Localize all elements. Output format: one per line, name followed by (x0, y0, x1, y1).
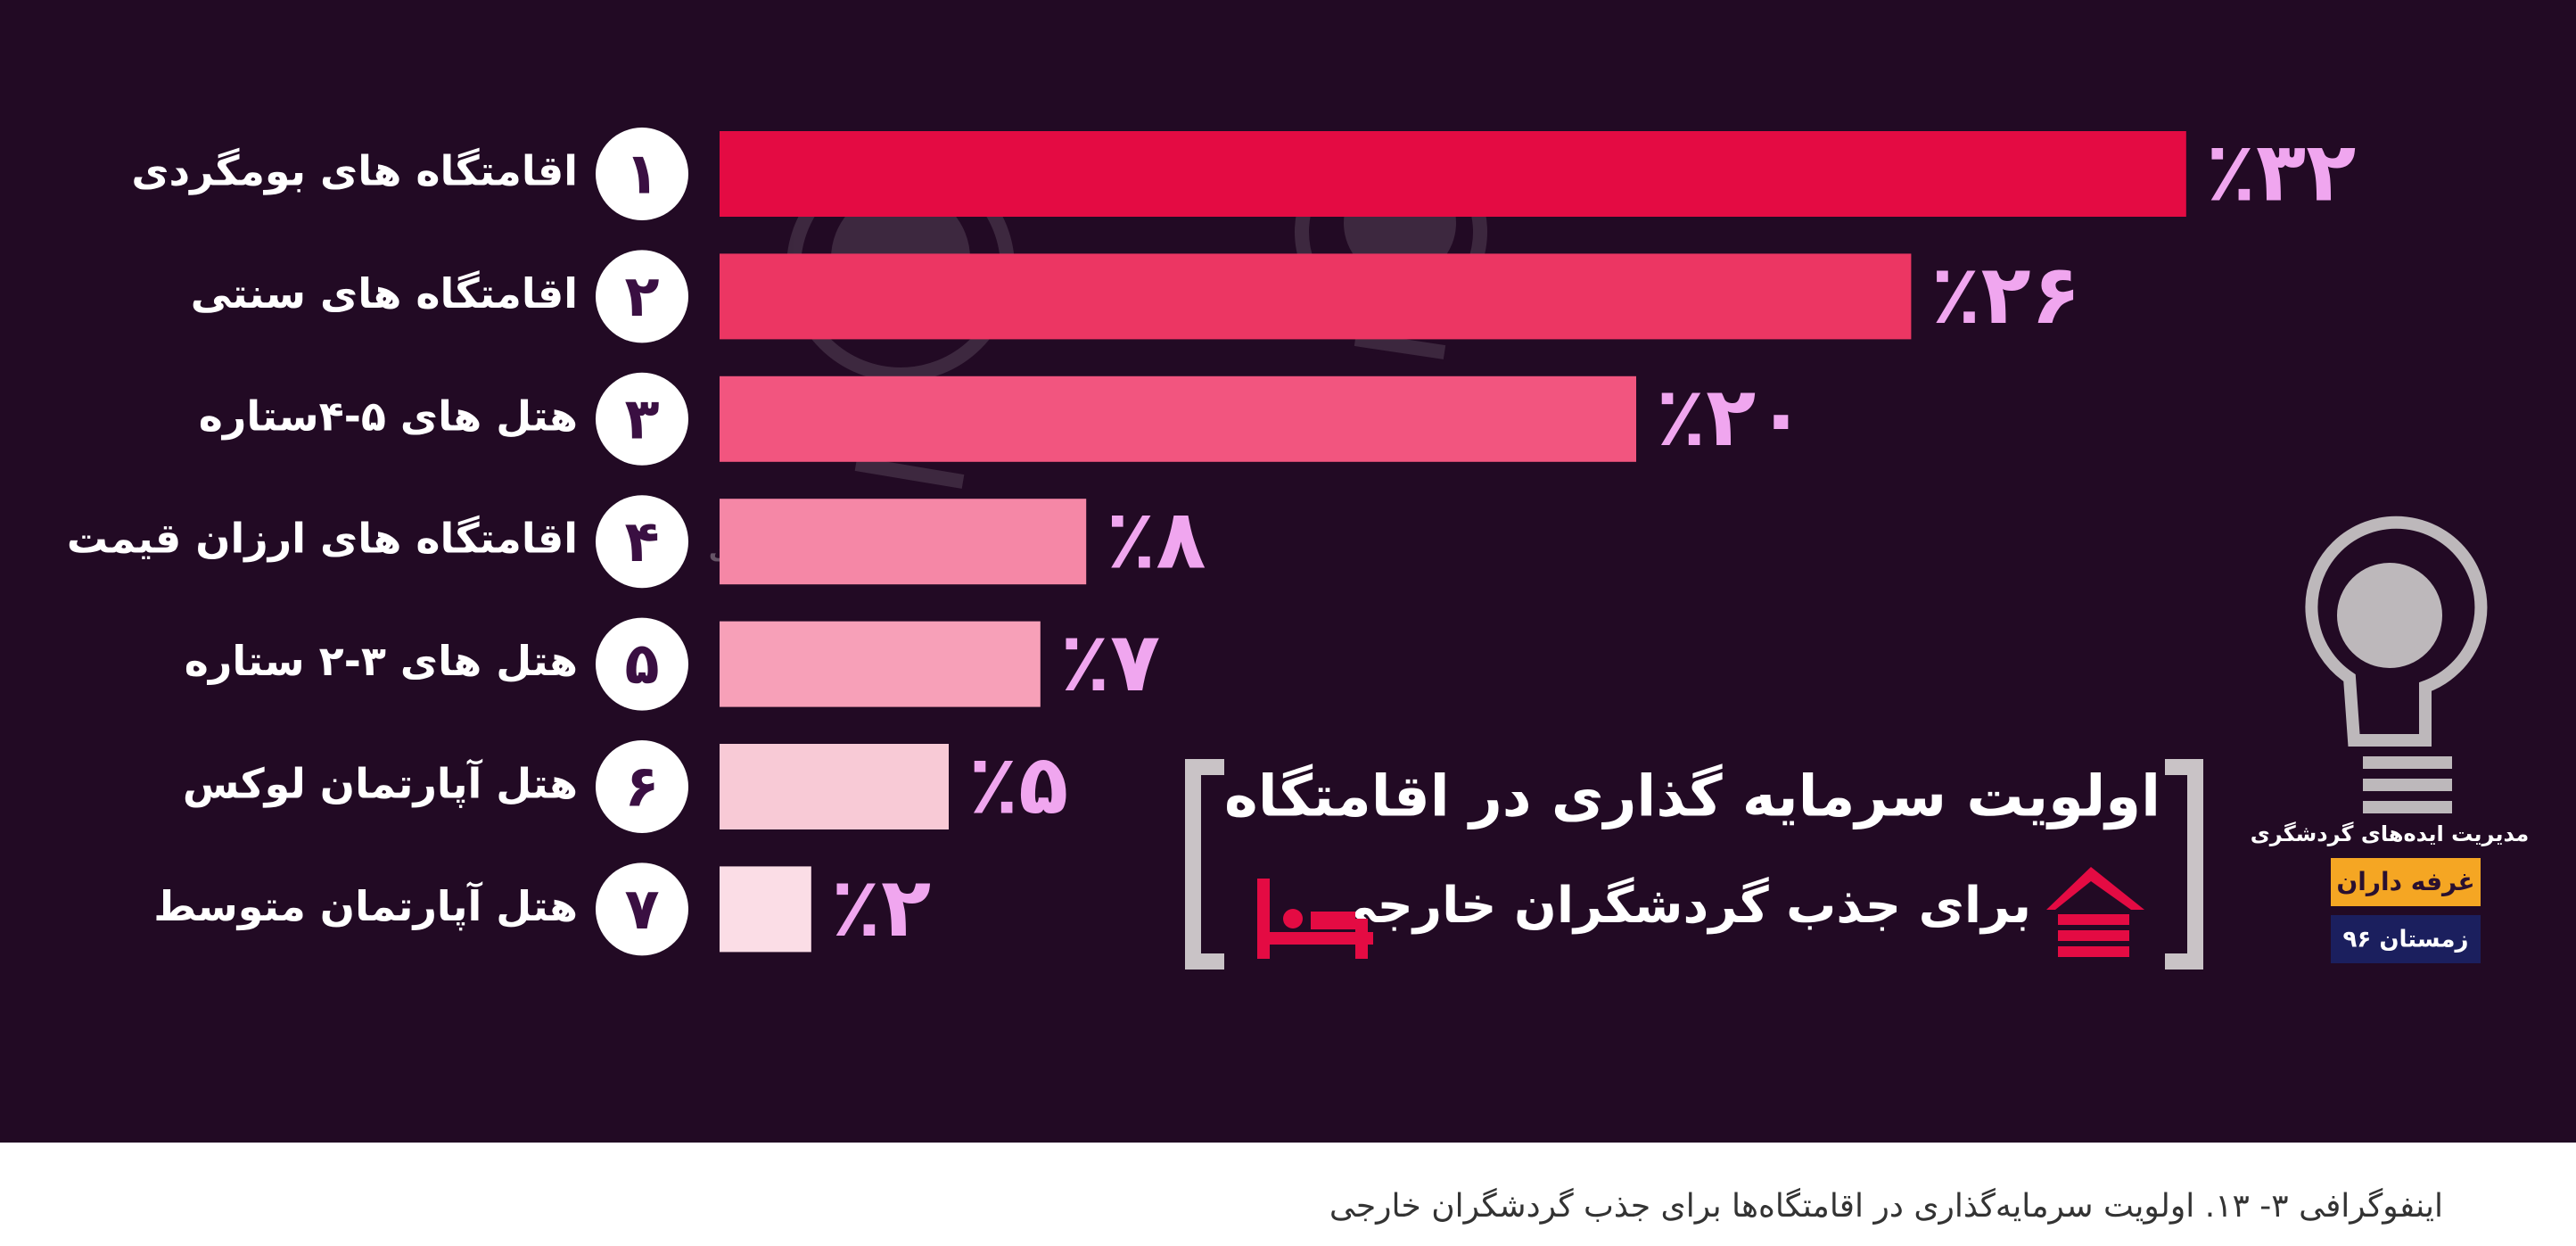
title: اولویت سرمایه گذاری در اقامتگاه (1224, 763, 2160, 830)
value-label: ٪۲ (831, 860, 931, 955)
value-label: ٪۷ (1060, 615, 1160, 710)
category-label: هتل آپارتمان متوسط (153, 881, 578, 931)
category-label: هتل های ۳-۲ ستاره (185, 637, 578, 685)
bracket (2165, 759, 2203, 970)
value-label: ٪۳۲ (2206, 124, 2356, 219)
bed-icon (1257, 879, 1373, 959)
badge-text: زمستان ۹۶ (2343, 927, 2469, 953)
category-label: اقامتگاه های بومگردی (131, 147, 578, 195)
category-label: هتل آپارتمان لوکس (183, 759, 578, 809)
bar (720, 744, 949, 829)
logo (2305, 516, 2488, 813)
caption: اینفوگرافی ۳- ۱۳. اولویت سرمایه‌گذاری در… (1329, 1187, 2443, 1225)
value-label: ٪۲۶ (1930, 247, 2080, 342)
rank-circle (596, 862, 688, 956)
subtitle: برای جذب گردشگران خارجی (1327, 877, 2031, 935)
house-icon (2046, 867, 2144, 957)
value-label: ٪۲۰ (1656, 369, 1806, 465)
category-label: اقامتگاه های ارزان قیمت (67, 515, 578, 563)
badge (2331, 915, 2481, 963)
bracket (1185, 759, 1224, 970)
rank-circle (596, 372, 688, 466)
rank: ۶ (624, 755, 659, 821)
rank: ۳ (624, 386, 659, 452)
rank: ۲ (624, 264, 659, 330)
value-label: ٪۵ (968, 737, 1068, 832)
badge (2331, 858, 2481, 906)
bar (720, 375, 1636, 462)
rank: ۱ (624, 142, 659, 208)
rank-circle (596, 495, 688, 589)
bar (720, 866, 811, 953)
value-label: ٪۸ (1106, 492, 1206, 588)
rank-circle (596, 740, 688, 833)
rank: ۷ (624, 877, 659, 943)
rank: ۴ (624, 509, 659, 575)
category-label: هتل های ۵-۴ستاره (199, 392, 578, 440)
rank-circle (596, 250, 688, 343)
bar (720, 621, 1041, 707)
bar (720, 253, 1912, 340)
rank: ۵ (624, 631, 659, 697)
bar (720, 499, 1087, 585)
logo-text: مدیریت ایده‌های گردشگری (2251, 821, 2529, 846)
category-label: اقامتگاه های سنتی (191, 269, 578, 318)
rank-circle (596, 128, 688, 220)
badge-text: غرفه داران (2336, 867, 2474, 896)
rank-circle (596, 617, 688, 711)
bar (720, 131, 2186, 217)
